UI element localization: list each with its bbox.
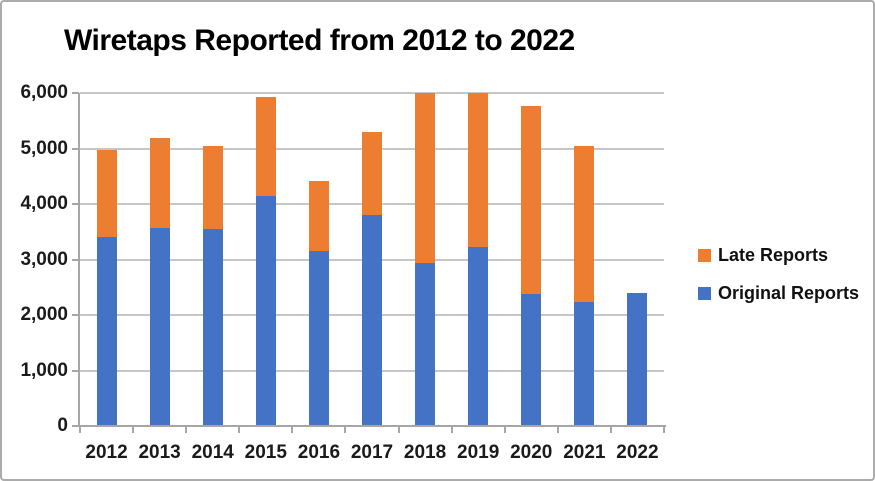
y-axis-label-3,000: 3,000 bbox=[20, 248, 68, 270]
bar-segment-late-2013 bbox=[149, 137, 170, 228]
x-axis-label-2018: 2018 bbox=[403, 442, 447, 463]
y-axis-label-2,000: 2,000 bbox=[20, 304, 68, 325]
x-axis-label-2017: 2017 bbox=[350, 442, 394, 463]
x-axis-tick-0 bbox=[79, 427, 81, 433]
bar-segment-late-2021 bbox=[574, 146, 595, 302]
bar-segment-original-2016 bbox=[308, 250, 329, 426]
x-axis-tick-5 bbox=[344, 427, 347, 433]
legend-item-original-reports: Original Reports bbox=[698, 282, 860, 303]
plot-area bbox=[80, 92, 664, 426]
late-reports-swatch-icon bbox=[698, 248, 711, 262]
x-axis-tick-1 bbox=[132, 427, 135, 433]
y-axis-label-1,000: 1,000 bbox=[20, 359, 68, 381]
y-axis-line bbox=[78, 93, 80, 427]
x-axis-tick-4 bbox=[291, 427, 294, 433]
legend-label-original-reports: Original Reports bbox=[718, 282, 860, 303]
bar-segment-original-2022 bbox=[627, 292, 648, 426]
x-axis-label-2015: 2015 bbox=[244, 442, 287, 463]
gridline-6000 bbox=[80, 92, 664, 94]
y-axis-tick-2,000 bbox=[72, 314, 79, 316]
x-axis-label-2021: 2021 bbox=[563, 442, 606, 463]
x-axis-tick-6 bbox=[397, 427, 400, 433]
bar-segment-late-2015 bbox=[255, 97, 276, 196]
y-axis-label-0: 0 bbox=[57, 415, 68, 436]
legend-item-late-reports: Late Reports bbox=[698, 244, 859, 265]
bar-segment-late-2014 bbox=[202, 146, 223, 229]
bar-segment-original-2019 bbox=[468, 247, 489, 426]
bar-segment-original-2017 bbox=[362, 214, 382, 426]
x-axis-tick-11 bbox=[663, 427, 665, 433]
bar-segment-late-2019 bbox=[468, 93, 489, 248]
bar-segment-late-2017 bbox=[362, 132, 382, 215]
bar-segment-original-2021 bbox=[574, 301, 595, 426]
y-axis-tick-3,000 bbox=[72, 258, 79, 261]
y-axis-label-6,000: 6,000 bbox=[20, 82, 68, 103]
bar-segment-late-2018 bbox=[415, 93, 436, 264]
bar-segment-original-2012 bbox=[96, 237, 117, 426]
x-axis-label-2022: 2022 bbox=[616, 442, 659, 463]
y-axis-tick-1,000 bbox=[72, 369, 79, 372]
x-axis-tick-7 bbox=[450, 427, 453, 433]
bar-segment-late-2020 bbox=[521, 106, 542, 295]
bar-segment-late-2012 bbox=[96, 149, 117, 238]
bar-segment-original-2013 bbox=[149, 227, 170, 426]
y-axis-tick-6,000 bbox=[72, 92, 79, 94]
x-axis-label-2020: 2020 bbox=[510, 442, 553, 463]
bar-segment-original-2014 bbox=[202, 228, 223, 426]
x-axis-tick-2 bbox=[185, 427, 188, 433]
x-axis-label-2013: 2013 bbox=[138, 442, 181, 463]
x-axis-tick-10 bbox=[609, 427, 612, 433]
x-axis-label-2016: 2016 bbox=[297, 442, 341, 463]
x-axis-tick-8 bbox=[503, 427, 506, 433]
bar-segment-original-2018 bbox=[415, 263, 436, 426]
y-axis-tick-5,000 bbox=[72, 147, 79, 150]
legend: Late Reports Original Reports bbox=[698, 244, 860, 322]
bar-segment-late-2016 bbox=[308, 180, 329, 251]
x-axis-line bbox=[72, 425, 666, 427]
x-axis-tick-9 bbox=[556, 427, 559, 433]
x-axis-tick-3 bbox=[238, 427, 241, 433]
x-axis-label-2014: 2014 bbox=[191, 442, 234, 463]
x-axis-label-2012: 2012 bbox=[85, 442, 128, 463]
chart-title: Wiretaps Reported from 2012 to 2022 bbox=[64, 24, 575, 57]
y-axis-tick-4,000 bbox=[72, 203, 79, 205]
legend-label-late-reports: Late Reports bbox=[718, 244, 829, 265]
y-axis-label-5,000: 5,000 bbox=[20, 137, 68, 159]
x-axis-label-2019: 2019 bbox=[457, 442, 500, 463]
original-reports-swatch-icon bbox=[698, 286, 711, 300]
y-axis-label-4,000: 4,000 bbox=[20, 193, 68, 214]
bar-segment-original-2020 bbox=[521, 294, 542, 426]
bar-segment-original-2015 bbox=[255, 195, 276, 426]
